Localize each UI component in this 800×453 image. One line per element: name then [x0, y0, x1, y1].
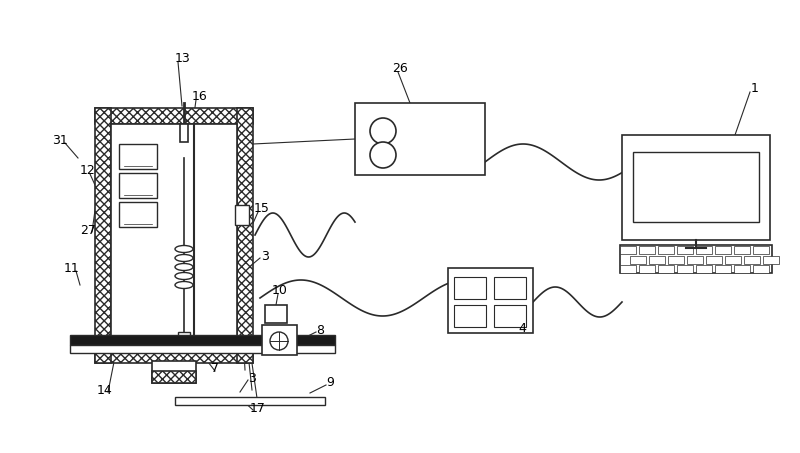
Bar — [70, 345, 335, 353]
Bar — [639, 265, 655, 273]
Ellipse shape — [175, 246, 193, 252]
Bar — [734, 265, 750, 273]
Bar — [448, 268, 533, 333]
Text: 26: 26 — [392, 62, 408, 74]
Text: 11: 11 — [64, 261, 80, 275]
Bar — [355, 103, 485, 175]
Bar — [725, 256, 741, 264]
Bar — [152, 361, 196, 383]
Text: 3: 3 — [261, 250, 269, 262]
Bar — [119, 173, 157, 198]
Bar — [111, 124, 237, 347]
Text: 4: 4 — [518, 322, 526, 334]
Bar — [119, 144, 157, 169]
Bar — [235, 205, 249, 225]
Circle shape — [370, 118, 396, 144]
Bar — [454, 305, 486, 327]
Bar — [95, 108, 111, 363]
Bar — [152, 371, 196, 383]
Bar — [743, 256, 760, 264]
Bar — [119, 202, 157, 227]
Bar — [753, 246, 769, 254]
Ellipse shape — [175, 273, 193, 280]
Text: 10: 10 — [272, 284, 288, 298]
Bar — [95, 347, 253, 363]
Bar — [715, 265, 731, 273]
Bar — [620, 246, 636, 254]
Text: 3: 3 — [248, 371, 256, 385]
Ellipse shape — [175, 255, 193, 261]
Bar — [237, 108, 253, 363]
Bar — [639, 246, 655, 254]
Text: 13: 13 — [175, 52, 191, 64]
Text: 7: 7 — [211, 361, 219, 375]
Bar — [762, 256, 778, 264]
Bar — [180, 124, 188, 142]
Text: 12: 12 — [80, 164, 96, 178]
Circle shape — [270, 332, 288, 350]
Bar — [696, 265, 712, 273]
Bar — [620, 245, 772, 273]
Bar — [753, 265, 769, 273]
Bar — [630, 256, 646, 264]
Bar — [95, 108, 253, 124]
Bar — [494, 305, 526, 327]
Bar — [686, 256, 702, 264]
Bar — [658, 246, 674, 254]
Text: 14: 14 — [97, 384, 113, 396]
Bar — [262, 325, 297, 355]
Bar — [734, 246, 750, 254]
Bar — [706, 256, 722, 264]
Ellipse shape — [175, 281, 193, 289]
Bar — [658, 265, 674, 273]
Bar — [178, 332, 190, 344]
Bar — [620, 265, 636, 273]
Bar — [70, 335, 335, 345]
Text: 16: 16 — [192, 90, 208, 102]
Ellipse shape — [175, 264, 193, 270]
Text: 15: 15 — [254, 202, 270, 215]
Text: 9: 9 — [326, 376, 334, 390]
Bar — [265, 305, 287, 323]
Bar — [633, 152, 759, 222]
Bar — [494, 277, 526, 299]
Circle shape — [370, 142, 396, 168]
Text: 27: 27 — [80, 223, 96, 236]
Text: 31: 31 — [52, 134, 68, 146]
Bar — [667, 256, 684, 264]
Bar — [454, 277, 486, 299]
Bar — [715, 246, 731, 254]
Bar — [677, 246, 693, 254]
Bar — [649, 256, 665, 264]
Text: 1: 1 — [751, 82, 759, 95]
Bar — [696, 246, 712, 254]
Bar — [677, 265, 693, 273]
Text: 17: 17 — [250, 401, 266, 414]
Text: 8: 8 — [316, 323, 324, 337]
Bar — [622, 135, 770, 240]
Bar — [175, 397, 325, 405]
